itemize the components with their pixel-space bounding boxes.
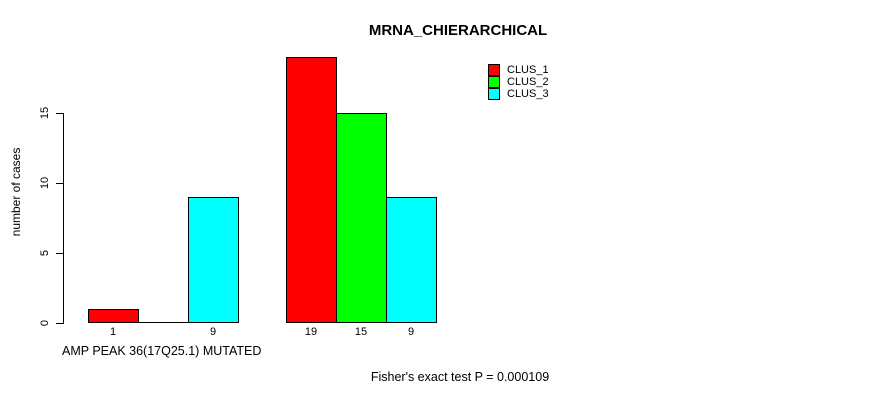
y-tick-mark <box>56 323 63 324</box>
bar-clus_2 <box>336 113 387 323</box>
bar-clus_1 <box>88 309 139 323</box>
bar-value-label: 15 <box>354 326 368 338</box>
legend-label: CLUS_1 <box>507 64 549 76</box>
bar-clus_3 <box>386 197 437 323</box>
x-axis-label: AMP PEAK 36(17Q25.1) MUTATED <box>62 344 262 358</box>
bar-value-label: 1 <box>109 326 117 338</box>
y-axis-line <box>63 113 64 324</box>
legend-label: CLUS_3 <box>507 88 549 100</box>
bar-clus_3 <box>188 197 239 323</box>
legend-swatch-icon <box>488 76 500 88</box>
bar-value-label: 9 <box>209 326 217 338</box>
fisher-test-annotation: Fisher's exact test P = 0.000109 <box>370 370 550 384</box>
bar-value-label: 19 <box>304 326 318 338</box>
y-tick-mark <box>56 183 63 184</box>
legend-swatch-icon <box>488 64 500 76</box>
chart-title: MRNA_CHIERARCHICAL <box>368 22 548 39</box>
bar-clus_2-zero <box>138 322 188 323</box>
bar-value-label: 9 <box>407 326 415 338</box>
y-axis-label: number of cases <box>9 147 23 237</box>
legend-item-clus_3: CLUS_3 <box>488 88 549 100</box>
y-tick-mark <box>56 253 63 254</box>
y-tick-label: 10 <box>39 176 51 190</box>
legend-swatch-icon <box>488 88 500 100</box>
legend-label: CLUS_2 <box>507 76 549 88</box>
y-tick-label: 5 <box>39 249 51 257</box>
y-tick-label: 15 <box>39 106 51 120</box>
y-tick-mark <box>56 113 63 114</box>
legend: CLUS_1 CLUS_2 CLUS_3 <box>488 64 549 100</box>
bar-clus_1 <box>286 57 337 323</box>
legend-item-clus_1: CLUS_1 <box>488 64 549 76</box>
legend-item-clus_2: CLUS_2 <box>488 76 549 88</box>
y-tick-label: 0 <box>39 319 51 327</box>
